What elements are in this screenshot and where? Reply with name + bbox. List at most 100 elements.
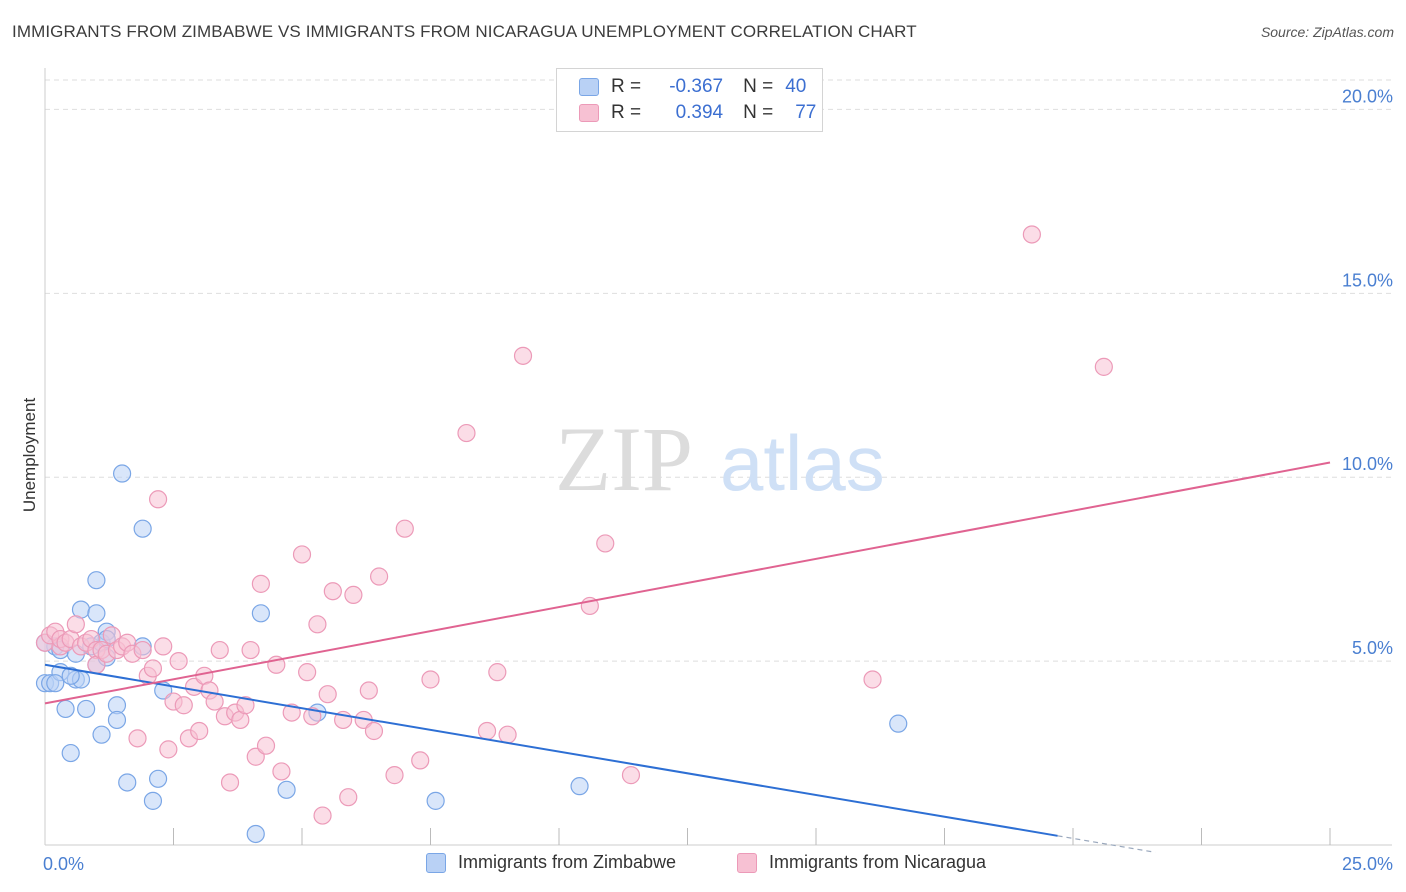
nicaragua-point	[596, 534, 615, 553]
nicaragua-trend-line	[44, 461, 1331, 705]
nicaragua-point	[457, 423, 476, 443]
nicaragua-point	[411, 751, 430, 770]
nicaragua-point	[169, 652, 188, 671]
legend-r-label: R =	[611, 76, 642, 97]
series-swatch-zimbabwe	[426, 852, 446, 873]
axis-layer	[44, 68, 1392, 846]
legend-n-value-zimbabwe: 40	[785, 76, 807, 97]
nicaragua-point	[148, 490, 168, 509]
series-label-nicaragua: Immigrants from Nicaragua	[769, 852, 987, 872]
nicaragua-points	[35, 225, 1113, 825]
zimbabwe-point	[61, 666, 80, 685]
x-tick-label-max: 25.0%	[1342, 854, 1393, 874]
nicaragua-point	[318, 685, 337, 704]
series-swatch-nicaragua	[737, 852, 757, 873]
nicaragua-point	[1022, 225, 1041, 244]
zimbabwe-point	[277, 780, 296, 799]
trend-lines	[44, 461, 1331, 853]
zimbabwe-point	[92, 725, 111, 744]
legend-swatch-nicaragua	[579, 104, 599, 122]
nicaragua-point	[282, 703, 301, 722]
nicaragua-point	[308, 615, 327, 634]
correlation-legend: R = -0.367 N = 40 R = 0.394 N = 77	[556, 68, 823, 132]
nicaragua-point	[421, 670, 440, 689]
zimbabwe-point	[148, 769, 168, 788]
series-label-zimbabwe: Immigrants from Zimbabwe	[458, 852, 677, 872]
nicaragua-point	[272, 762, 291, 781]
zimbabwe-point	[246, 824, 265, 844]
legend-n-label: N =	[743, 76, 774, 97]
nicaragua-point	[621, 766, 641, 785]
nicaragua-point	[298, 663, 317, 682]
chart-title: IMMIGRANTS FROM ZIMBABWE VS IMMIGRANTS F…	[12, 22, 917, 41]
nicaragua-point	[251, 574, 270, 593]
nicaragua-point	[236, 696, 255, 715]
nicaragua-point	[323, 582, 342, 601]
nicaragua-point	[241, 640, 260, 660]
zimbabwe-point	[143, 791, 163, 810]
zimbabwe-point	[107, 710, 127, 730]
zimbabwe-point	[87, 604, 106, 623]
nicaragua-point	[344, 585, 363, 605]
nicaragua-point	[370, 567, 389, 586]
nicaragua-point	[498, 725, 517, 744]
watermark-zip: ZIP	[555, 408, 693, 510]
series-legend-zimbabwe[interactable]: Immigrants from Zimbabwe	[426, 852, 676, 873]
nicaragua-point	[1094, 357, 1113, 376]
x-tick-label-min: 0.0%	[43, 854, 84, 874]
nicaragua-point	[313, 806, 332, 825]
zimbabwe-point	[133, 519, 152, 538]
zimbabwe-point	[426, 791, 445, 810]
nicaragua-point	[174, 696, 193, 715]
nicaragua-point	[303, 707, 322, 726]
y-axis-label: Unemployment	[20, 398, 39, 513]
y-tick-label: 10.0%	[1342, 454, 1393, 474]
nicaragua-point	[66, 615, 85, 634]
grid-layer	[45, 79, 1392, 662]
nicaragua-point	[190, 721, 209, 741]
zimbabwe-point	[56, 699, 75, 719]
y-tick-label: 15.0%	[1342, 270, 1393, 290]
nicaragua-point	[477, 721, 497, 741]
nicaragua-point	[159, 740, 178, 759]
watermark-atlas: atlas	[720, 419, 885, 507]
zimbabwe-point	[77, 699, 96, 719]
zimbabwe-point	[87, 571, 106, 590]
legend-r-value-nicaragua: 0.394	[675, 102, 724, 123]
zimbabwe-point	[61, 743, 80, 763]
nicaragua-point	[205, 692, 224, 711]
zimbabwe-point	[889, 714, 908, 733]
series-legend: Immigrants from Zimbabwe Immigrants from…	[0, 852, 1406, 878]
nicaragua-point	[154, 637, 173, 656]
zimbabwe-point	[570, 777, 589, 796]
nicaragua-point	[339, 788, 358, 807]
nicaragua-point	[210, 640, 229, 660]
legend-r-value-zimbabwe: -0.367	[669, 76, 724, 97]
y-tick-label: 20.0%	[1342, 86, 1393, 106]
nicaragua-point	[133, 640, 152, 660]
zimbabwe-point	[112, 464, 132, 483]
legend-swatch-zimbabwe	[579, 78, 599, 96]
nicaragua-point	[364, 721, 384, 741]
source-label: Source: ZipAtlas.com	[1260, 24, 1394, 40]
legend-n-label: N =	[743, 102, 774, 123]
legend-r-label: R =	[611, 102, 642, 123]
nicaragua-point	[513, 346, 533, 365]
nicaragua-point	[863, 670, 882, 689]
nicaragua-point	[359, 681, 378, 700]
zimbabwe-point	[118, 773, 137, 792]
nicaragua-point	[143, 659, 163, 678]
nicaragua-point	[220, 773, 240, 792]
zimbabwe-point	[46, 674, 65, 693]
nicaragua-point	[488, 663, 507, 682]
zimbabwe-trend-extension	[1057, 835, 1156, 853]
legend-row-zimbabwe: R = -0.367 N = 40	[579, 75, 806, 99]
tick-labels: 5.0% 10.0% 15.0% 20.0% 0.0% 25.0%	[43, 86, 1393, 874]
zimbabwe-trend-line	[44, 663, 1058, 837]
nicaragua-point	[256, 736, 276, 755]
legend-row-nicaragua: R = 0.394 N = 77	[579, 101, 816, 125]
series-legend-nicaragua[interactable]: Immigrants from Nicaragua	[737, 852, 986, 873]
nicaragua-point	[128, 729, 147, 748]
nicaragua-point	[292, 545, 312, 564]
